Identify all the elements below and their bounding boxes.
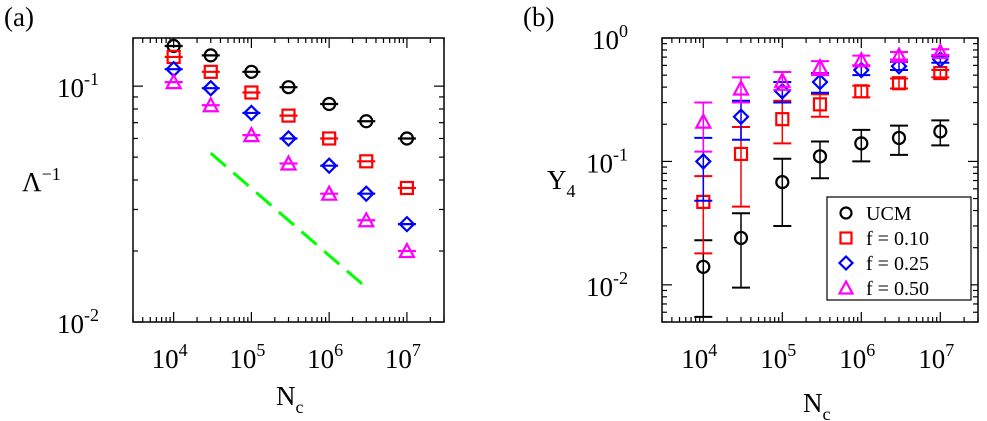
- panel-a-y-tick-label: 10-2: [57, 305, 99, 339]
- data-point: [244, 64, 259, 79]
- data-point: [733, 230, 749, 246]
- panel-a-x-tick-label: 106: [307, 340, 343, 374]
- panel-a-tick-labels: 104 105 106 107 10-2 10-1: [57, 69, 421, 374]
- data-point: [694, 152, 712, 170]
- panel-b-y-tick-label: 100: [592, 21, 628, 55]
- data-point: [322, 131, 337, 146]
- panel-a-x-axis-label: Nc: [276, 381, 304, 417]
- panel-b: (b) 104 105 106 107 10-2 10-1 100 Y4 Nc UCM f =…: [523, 2, 979, 421]
- panel-a-annotations: [209, 151, 368, 289]
- data-point: [279, 154, 298, 171]
- legend-label: UCM: [866, 203, 912, 225]
- panel-label-b: (b): [523, 2, 554, 32]
- panel-a-x-tick-label: 104: [152, 340, 188, 374]
- data-point: [775, 112, 790, 127]
- data-point: [320, 184, 338, 201]
- data-point: [854, 136, 869, 151]
- panel-a-x-tick-label: 105: [229, 340, 265, 374]
- panel-a-frame: [132, 37, 445, 323]
- data-point: [812, 149, 828, 164]
- data-point: [399, 131, 415, 146]
- data-point: [398, 241, 416, 259]
- data-point: [891, 130, 907, 146]
- data-point: [398, 215, 416, 233]
- guide-dashed-line: [209, 151, 368, 289]
- data-point: [773, 71, 792, 88]
- data-point: [359, 154, 374, 169]
- data-point: [733, 146, 749, 162]
- panel-b-x-tick-label: 107: [918, 340, 954, 374]
- legend-marker: [839, 206, 853, 220]
- panel-label-a: (a): [4, 2, 34, 32]
- panel-a-y-axis-label: Λ−1: [22, 164, 61, 197]
- data-point: [203, 64, 218, 79]
- panel-b-x-tick-label: 104: [681, 340, 717, 374]
- data-point: [931, 42, 950, 60]
- data-point: [359, 114, 374, 129]
- panel-a-marks: [164, 38, 416, 259]
- data-point: [320, 157, 338, 175]
- data-point: [811, 57, 829, 75]
- data-point: [281, 80, 296, 95]
- data-point: [890, 46, 908, 63]
- legend-label: f = 0.50: [866, 278, 929, 300]
- legend-marker: [837, 254, 855, 272]
- data-point: [890, 57, 908, 75]
- panel-a-x-tick-label: 107: [385, 340, 421, 374]
- panel-b-marks: [694, 42, 950, 318]
- legend-marker: [837, 279, 855, 295]
- data-point: [696, 259, 711, 274]
- data-point: [242, 104, 260, 122]
- panel-b-legend: UCM f = 0.10 f = 0.25 f = 0.50: [826, 196, 972, 301]
- legend-label: f = 0.10: [866, 228, 929, 250]
- data-point: [891, 76, 907, 91]
- data-point: [812, 97, 828, 112]
- data-point: [933, 124, 948, 139]
- legend-label: f = 0.25: [866, 253, 929, 275]
- panel-b-x-tick-label: 106: [839, 340, 875, 374]
- data-point: [279, 129, 298, 148]
- data-point: [357, 185, 375, 203]
- data-point: [775, 174, 790, 190]
- data-point: [357, 210, 376, 228]
- panel-b-tick-labels: 104 105 106 107 10-2 10-1 100: [586, 21, 954, 374]
- data-point: [242, 125, 261, 143]
- panel-a-y-tick-label: 10-1: [57, 69, 99, 103]
- data-point: [399, 180, 415, 196]
- panel-b-x-axis-label: Nc: [803, 388, 831, 421]
- panel-b-frame: [661, 37, 979, 323]
- data-point: [732, 108, 750, 126]
- panel-b-y-tick-label: 10-1: [586, 144, 628, 178]
- data-point: [244, 85, 259, 100]
- panel-a: (a) 104 105 106 107 10-2 10-1 Λ−1 Nc: [4, 2, 445, 417]
- data-point: [852, 61, 870, 79]
- data-point: [281, 108, 296, 123]
- data-point: [811, 73, 829, 91]
- data-point: [694, 112, 713, 129]
- data-point: [322, 96, 337, 112]
- panel-b-y-axis-label: Y4: [547, 165, 576, 201]
- data-point: [202, 79, 220, 97]
- data-point: [852, 50, 871, 68]
- data-point: [854, 84, 869, 99]
- data-point: [732, 79, 750, 96]
- data-point: [201, 95, 220, 113]
- legend-marker: [839, 231, 853, 245]
- panel-b-y-tick-label: 10-2: [586, 268, 628, 302]
- data-point: [164, 72, 183, 90]
- panel-b-x-tick-label: 105: [760, 340, 796, 374]
- data-point: [203, 48, 218, 63]
